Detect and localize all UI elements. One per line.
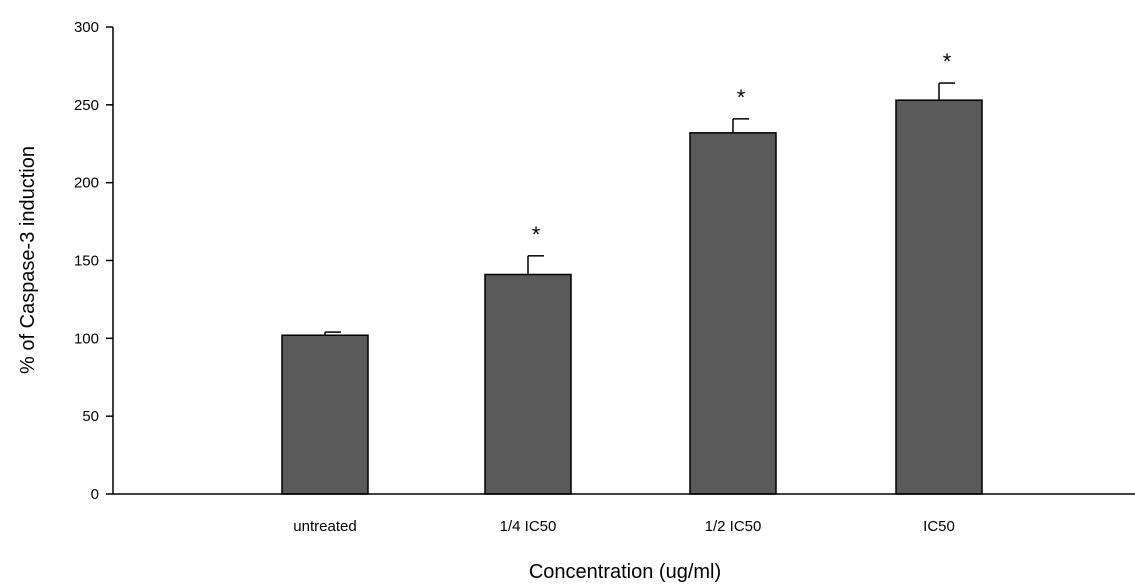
bars [281, 99, 983, 495]
x-tick-label: untreated [293, 518, 356, 535]
bar [895, 99, 983, 495]
y-tick-label: 100 [74, 330, 99, 347]
error-bars [324, 82, 955, 336]
y-tick-label: 50 [82, 408, 99, 425]
bar [689, 132, 777, 495]
x-tick-label: 1/2 IC50 [705, 518, 762, 535]
y-tick-label: 300 [74, 19, 99, 36]
y-tick-label: 250 [74, 97, 99, 114]
significance-marker: * [943, 49, 952, 74]
y-tick-label: 200 [74, 175, 99, 192]
y-axis-ticks: 0 50 100 150 200 250 300 [74, 19, 113, 503]
x-axis-title: Concentration (ug/ml) [529, 561, 721, 583]
significance-markers: * * * [532, 49, 952, 247]
bar [281, 334, 369, 495]
x-tick-label: 1/4 IC50 [500, 518, 557, 535]
x-axis-ticks: untreated 1/4 IC50 1/2 IC50 IC50 [293, 518, 955, 535]
significance-marker: * [532, 222, 541, 247]
significance-marker: * [737, 85, 746, 110]
y-tick-label: 0 [91, 486, 99, 503]
y-tick-label: 150 [74, 253, 99, 270]
x-tick-label: IC50 [923, 518, 955, 535]
bar [484, 273, 572, 495]
y-axis-title: % of Caspase-3 induction [17, 146, 39, 374]
